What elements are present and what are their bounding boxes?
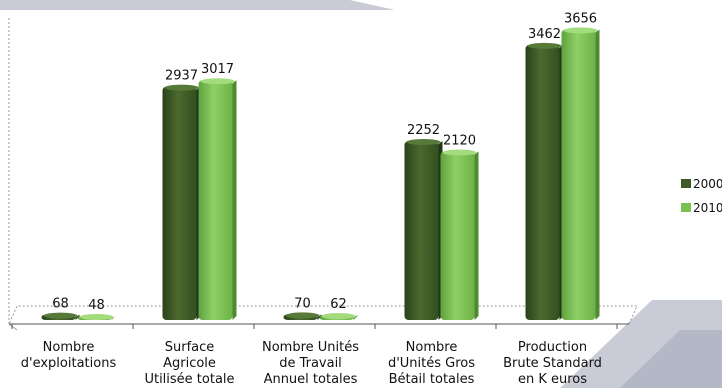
legend-swatch-2000 xyxy=(681,179,691,188)
bar-cap xyxy=(285,312,320,319)
data-label-2010-4: 3656 xyxy=(564,11,597,26)
bar-2000-3 xyxy=(404,139,443,320)
bar-2000-1 xyxy=(162,84,201,321)
bar-2010-1 xyxy=(198,78,237,320)
bar-cap xyxy=(321,313,356,320)
category-label-2: Nombre Unités de Travail Annuel totales xyxy=(262,340,359,387)
data-label-2000-1: 2937 xyxy=(165,69,198,84)
bar-cap xyxy=(200,78,235,85)
bar-2010-3 xyxy=(440,149,479,320)
bar-side xyxy=(317,314,322,320)
bar-cap xyxy=(79,314,114,320)
data-label-2010-1: 3017 xyxy=(201,62,234,77)
bar-body xyxy=(440,151,475,320)
data-label-2010-0: 48 xyxy=(88,298,105,313)
bar-cap xyxy=(563,27,598,34)
legend-label-2000: 2000 xyxy=(693,177,722,191)
bar-side xyxy=(75,314,80,320)
bar-cap xyxy=(164,84,199,91)
bar-2000-0 xyxy=(41,312,80,320)
bar-cap xyxy=(527,42,562,49)
data-label-2010-3: 2120 xyxy=(443,134,476,149)
bar-cap xyxy=(406,139,441,146)
data-label-2000-0: 68 xyxy=(52,297,69,312)
legend-label-2010: 2010 xyxy=(693,201,722,215)
category-label-3: Nombre d'Unités Gros Bétail totales xyxy=(388,340,475,387)
bar-side xyxy=(111,316,116,320)
legend-swatch-2010 xyxy=(681,203,691,212)
background-band-bottom-inner xyxy=(620,330,722,388)
bar-2000-4 xyxy=(525,42,564,320)
bars xyxy=(41,27,600,321)
bar-cap xyxy=(43,312,78,319)
bar-side xyxy=(595,29,600,320)
category-labels: Nombre d'exploitations Surface Agricole Util… xyxy=(21,340,602,387)
bar-side xyxy=(353,315,358,320)
legend: 2000 2010 xyxy=(681,177,722,215)
bar-2000-2 xyxy=(283,312,322,320)
data-label-2000-3: 2252 xyxy=(407,123,440,138)
bar-2010-2 xyxy=(319,313,358,320)
bar-2010-0 xyxy=(77,314,116,320)
x-axis-ticks xyxy=(11,324,618,329)
bar-body xyxy=(561,29,596,320)
category-label-1: Surface Agricole Utilisée totale xyxy=(144,340,234,387)
plot-frame xyxy=(8,18,638,331)
bar-side xyxy=(232,80,237,320)
background-band-top xyxy=(0,0,395,10)
bar-cap xyxy=(442,149,477,156)
data-label-2010-2: 62 xyxy=(330,297,347,312)
bar-body xyxy=(404,141,439,320)
category-label-0: Nombre d'exploitations xyxy=(21,340,117,371)
bar-body xyxy=(162,86,197,321)
data-label-2000-2: 70 xyxy=(294,296,311,311)
bar-body xyxy=(525,44,560,320)
data-label-2000-4: 3462 xyxy=(528,27,561,42)
bar-body xyxy=(198,80,233,320)
category-label-4: Production Brute Standard en K euros xyxy=(503,340,602,387)
bar-side xyxy=(474,151,479,320)
bar-2010-4 xyxy=(561,27,600,320)
